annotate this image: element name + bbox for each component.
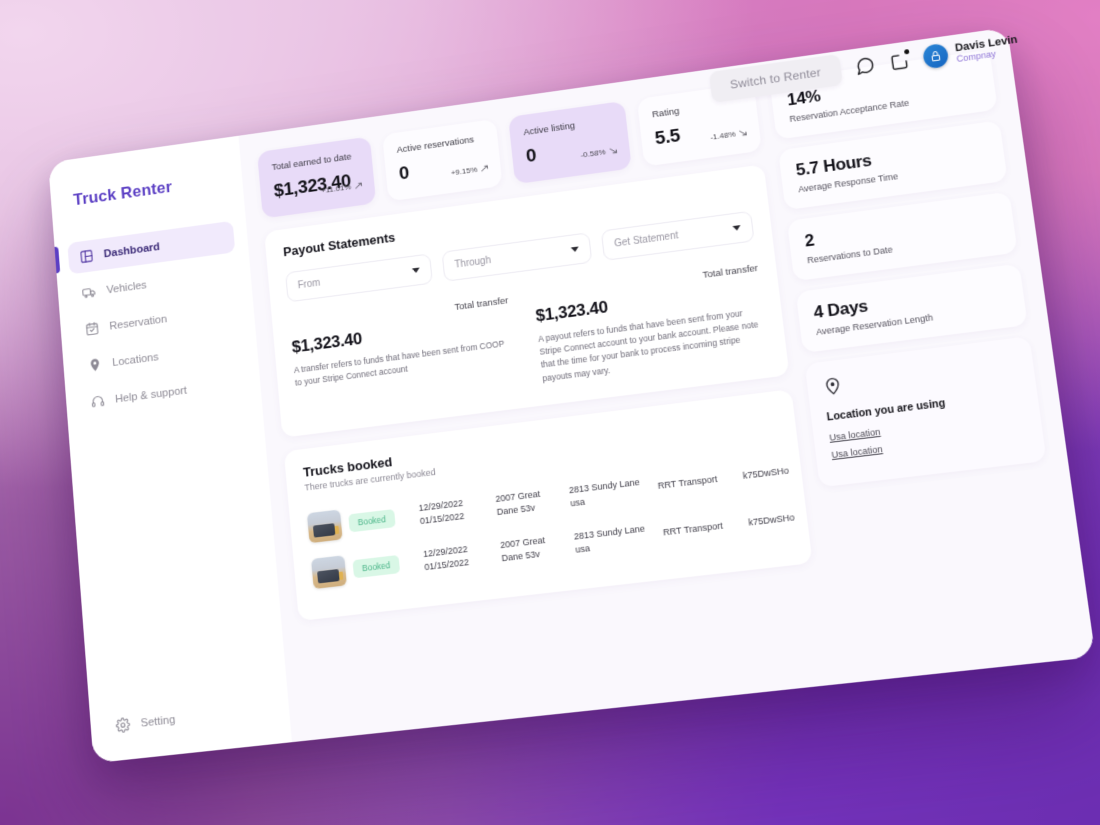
avatar	[921, 42, 950, 70]
stat-label: Active reservations	[396, 134, 475, 156]
sidebar-item-label: Locations	[111, 350, 160, 369]
row-status: Booked	[352, 553, 416, 579]
brand-title: Truck Renter	[72, 177, 173, 210]
main-content: Total earned to date $1,323.40 +11.01% A…	[238, 27, 1096, 743]
stat-delta-text: -0.58%	[580, 147, 606, 160]
stat-delta-text: -1.48%	[709, 129, 737, 142]
main-right-column: 14% Reservation Acceptance Rate 5.7 Hour…	[769, 49, 1070, 659]
chevron-down-icon	[732, 225, 742, 232]
trend-down-icon	[608, 146, 618, 156]
sidebar-item-label: Help & support	[114, 384, 188, 406]
get-statement-value: Get Statement	[613, 230, 679, 250]
truck-thumbnail	[306, 509, 343, 543]
through-date-value: Through	[454, 255, 492, 271]
transfer-block-transfers: Total transfer $1,323.40 A transfer refe…	[290, 295, 518, 415]
transfer-block-payouts: Total transfer $1,323.40 A payout refers…	[533, 263, 769, 385]
dashboard-icon	[79, 248, 94, 264]
chevron-down-icon	[411, 267, 421, 274]
sidebar-item-label: Dashboard	[103, 240, 161, 260]
headset-icon	[90, 393, 105, 409]
row-code: k75DwSHo	[747, 512, 796, 528]
chevron-down-icon	[570, 246, 580, 253]
setting-label: Setting	[140, 713, 176, 730]
sidebar-item-label: Vehicles	[106, 279, 148, 296]
from-date-value: From	[297, 277, 321, 292]
sidebar-item-label: Reservation	[109, 313, 168, 333]
trend-down-icon	[738, 128, 748, 138]
map-pin-icon	[822, 376, 844, 398]
location-card: Location you are using Usa location Usa …	[804, 336, 1047, 488]
trend-up-icon	[480, 163, 490, 173]
main-left-column: Total earned to date $1,323.40 +11.01% A…	[257, 82, 825, 716]
stat-card-total-earned[interactable]: Total earned to date $1,323.40 +11.01%	[257, 136, 376, 219]
through-date-select[interactable]: Through	[441, 232, 593, 282]
get-statement-select[interactable]: Get Statement	[600, 210, 755, 261]
row-dates: 12/29/2022 01/15/2022	[418, 494, 490, 528]
trend-up-icon	[353, 181, 362, 191]
stat-label: Total earned to date	[271, 151, 352, 174]
row-dates: 12/29/2022 01/15/2022	[423, 540, 495, 574]
user-profile-block[interactable]: Davis Levin Compnay	[921, 33, 1020, 70]
chat-bubble-icon[interactable]	[854, 55, 877, 77]
status-badge: Booked	[348, 508, 396, 533]
truck-thumbnail	[311, 554, 347, 589]
from-date-select[interactable]: From	[285, 253, 433, 303]
map-pin-icon	[87, 357, 102, 373]
row-code: k75DwSHo	[742, 465, 790, 482]
switch-to-renter-button[interactable]: Switch to Renter	[708, 53, 843, 104]
row-model: 2007 Great Dane 53v	[499, 534, 546, 564]
row-address: 2813 Sundy Lane usa	[573, 522, 646, 555]
gear-icon	[115, 717, 131, 734]
row-company: RRT Transport	[662, 520, 724, 538]
notification-badge-dot	[903, 49, 910, 55]
calendar-check-icon	[85, 321, 100, 337]
notification-icon[interactable]	[888, 49, 911, 72]
row-company: RRT Transport	[657, 473, 718, 492]
sidebar-nav: Dashboard Vehicles	[54, 219, 261, 421]
truck-icon	[82, 284, 97, 300]
stat-card-active-reservations[interactable]: Active reservations 0 +9.15%	[381, 118, 503, 202]
row-address: 2813 Sundy Lane usa	[568, 476, 641, 509]
stat-label: Active listing	[523, 120, 576, 139]
row-status: Booked	[348, 507, 412, 533]
status-badge: Booked	[352, 554, 401, 579]
row-model: 2007 Great Dane 53v	[494, 488, 541, 517]
app-window: Truck Renter Dashboard	[48, 27, 1096, 764]
sidebar-item-setting[interactable]: Setting	[90, 690, 291, 745]
